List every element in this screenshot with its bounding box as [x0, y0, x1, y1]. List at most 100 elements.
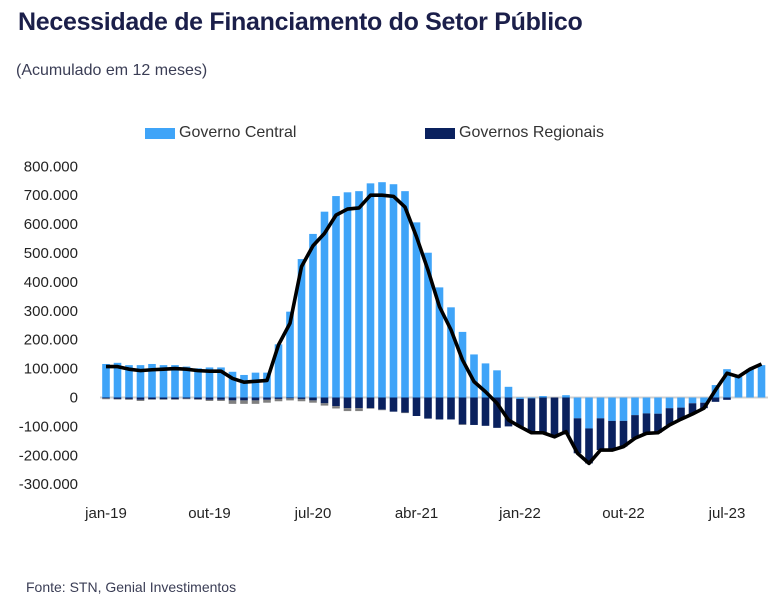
- bar-series-2-mar-20: [263, 399, 271, 403]
- bar-governo-central-set-23: [746, 369, 754, 398]
- bar-governo-central-mai-23: [700, 397, 708, 403]
- bar-series-2-fev-20: [251, 400, 260, 404]
- bar-governo-central-jun-21: [435, 287, 444, 398]
- bar-governo-central-fev-21: [389, 184, 398, 398]
- bar-governos-regionais-set-20: [332, 397, 340, 407]
- bar-governos-regionais-abr-19: [136, 397, 145, 400]
- bar-governo-central-ago-22: [596, 397, 605, 419]
- bar-series-2-jul-19: [171, 399, 179, 400]
- x-tick-label: abr-21: [395, 505, 438, 522]
- bar-series-2-fev-19: [113, 398, 122, 400]
- bar-governos-regionais-jan-22: [516, 398, 524, 427]
- bar-governo-central-abr-21: [412, 222, 421, 398]
- bar-governos-regionais-jun-20: [297, 397, 306, 399]
- bar-governo-central-ago-23: [734, 376, 743, 398]
- bar-governos-regionais-jun-19: [159, 397, 168, 400]
- bar-governos-regionais-out-20: [343, 397, 352, 409]
- bar-governo-central-dez-19: [228, 371, 237, 398]
- bar-governos-regionais-jan-19: [102, 397, 110, 399]
- y-tick-label: 500.000: [24, 245, 78, 262]
- bar-governos-regionais-nov-21: [493, 397, 501, 428]
- bar-governo-central-set-20: [332, 196, 340, 398]
- bar-governos-regionais-dez-19: [228, 397, 237, 401]
- bar-governos-regionais-mar-19: [125, 397, 133, 399]
- bar-governos-regionais-jan-20: [240, 397, 248, 401]
- bar-governo-central-jul-21: [447, 307, 455, 398]
- bar-governo-central-nov-22: [631, 397, 639, 416]
- x-tick-label: jul-23: [708, 505, 746, 522]
- x-tick-label: jul-20: [294, 505, 332, 522]
- bar-governos-regionais-jun-23: [711, 397, 720, 402]
- bar-governos-regionais-ago-21: [458, 397, 467, 425]
- bar-governo-central-abr-23: [688, 397, 697, 404]
- bar-governo-central-mai-21: [424, 252, 432, 398]
- bar-governos-regionais-dez-20: [366, 397, 375, 409]
- bar-governos-regionais-mar-22: [539, 397, 547, 435]
- bar-series-2-out-19: [205, 399, 214, 401]
- bar-series-2-nov-20: [355, 408, 363, 412]
- x-tick-label: out-19: [188, 505, 231, 522]
- bar-governos-regionais-nov-20: [355, 397, 363, 409]
- bar-governo-central-mar-23: [677, 397, 685, 408]
- legend-swatch-governos-regionais: [425, 127, 455, 139]
- legend-label-governos-regionais: Governos Regionais: [459, 124, 604, 141]
- bar-governos-regionais-dez-22: [642, 413, 651, 434]
- bar-governo-central-ago-21: [458, 331, 467, 398]
- bar-series-2-jan-20: [240, 400, 248, 404]
- y-tick-label: 100.000: [24, 361, 78, 378]
- source-note: Fonte: STN, Genial Investimentos: [26, 579, 237, 595]
- bar-governo-central-mar-19: [125, 365, 133, 398]
- bar-series-2-abr-20: [274, 398, 283, 402]
- bar-governos-regionais-ago-20: [320, 397, 329, 404]
- bar-governo-central-nov-20: [355, 191, 363, 398]
- bar-governo-central-jun-22: [573, 397, 582, 419]
- bar-governo-central-jun-20: [297, 259, 306, 398]
- bar-governos-regionais-abr-22: [550, 397, 559, 437]
- bar-governos-regionais-abr-23: [688, 403, 697, 414]
- bar-governo-central-jul-22: [585, 397, 593, 429]
- bar-series-2-mar-19: [125, 398, 133, 400]
- bar-governos-regionais-jul-19: [171, 397, 179, 400]
- bar-series-2-jun-20: [297, 398, 306, 402]
- bar-series-2-ago-21: [458, 424, 467, 425]
- bar-governo-central-dez-21: [504, 386, 513, 398]
- bar-governo-central-fev-23: [665, 397, 674, 409]
- bar-governo-central-mai-19: [148, 363, 156, 398]
- bar-governos-regionais-jan-23: [654, 413, 662, 433]
- total-line: [106, 193, 763, 466]
- bar-series-2-out-20: [343, 408, 352, 412]
- y-tick-label: 400.000: [24, 274, 78, 291]
- bar-governo-central-out-19: [205, 367, 214, 398]
- bar-governo-central-fev-20: [251, 372, 260, 398]
- bar-governos-regionais-fev-22: [527, 398, 536, 433]
- bar-governo-central-jan-23: [654, 397, 662, 414]
- bar-governo-central-out-22: [619, 397, 628, 421]
- bar-governo-central-mai-22: [562, 395, 570, 398]
- bar-series-2-ago-20: [320, 403, 329, 406]
- legend-item-governo-central: Governo Central: [145, 124, 296, 142]
- bar-governo-central-mar-20: [263, 372, 271, 398]
- bar-series-2-set-19: [194, 399, 202, 400]
- bar-governo-central-jul-19: [171, 365, 179, 398]
- x-tick-label: jan-22: [498, 505, 541, 522]
- bar-governos-regionais-nov-22: [631, 415, 639, 439]
- bar-governo-central-out-21: [481, 363, 490, 398]
- y-tick-label: 0: [70, 390, 78, 407]
- bar-governos-regionais-fev-20: [251, 397, 260, 401]
- bar-governos-regionais-mai-20: [286, 397, 294, 399]
- bar-governos-regionais-mar-20: [263, 397, 271, 400]
- bar-governos-regionais-jul-20: [309, 397, 317, 401]
- legend-item-governos-regionais: Governos Regionais: [425, 124, 604, 142]
- bar-governos-regionais-out-19: [205, 397, 214, 400]
- y-tick-label: 700.000: [24, 187, 78, 204]
- y-tick-label: 600.000: [24, 216, 78, 233]
- bar-governos-regionais-dez-21: [504, 397, 513, 427]
- y-tick-label: 300.000: [24, 303, 78, 320]
- bar-governo-central-dez-20: [366, 183, 375, 398]
- bar-governos-regionais-fev-19: [113, 397, 122, 399]
- bar-governo-central-jan-22: [516, 397, 524, 399]
- y-tick-label: 800.000: [24, 158, 78, 175]
- bar-governo-central-jan-19: [102, 363, 110, 398]
- bar-governo-central-out-23: [757, 365, 766, 398]
- bar-governo-central-jul-23: [723, 369, 731, 398]
